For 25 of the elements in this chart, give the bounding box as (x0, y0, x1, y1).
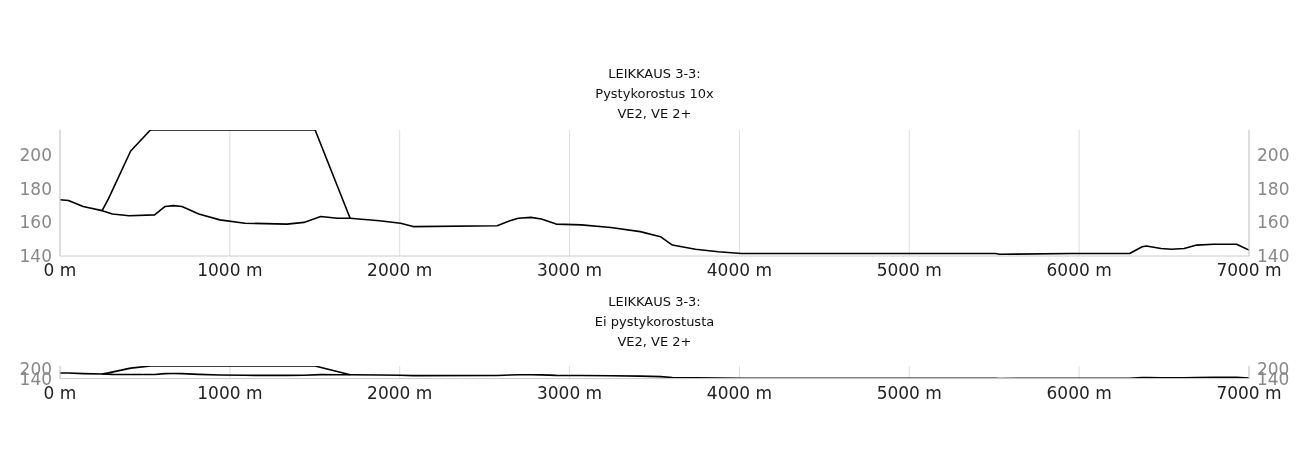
chart-title: LEIKKAUS 3-3: (607, 293, 702, 311)
chart-subtitle: Pystykorostus 10x (594, 85, 715, 103)
y-tick-label: 160 (19, 212, 52, 233)
y-tick-label: 200 (19, 145, 52, 166)
x-tick-label: 2000 m (367, 260, 433, 281)
chart-subtitle: Ei pystykorostusta (593, 313, 716, 331)
x-tick-label: 5000 m (876, 382, 942, 403)
text: VE2, VE 2+ (616, 105, 693, 123)
x-tick-label: 4000 m (706, 382, 773, 403)
x-tick-label: 1000 m (197, 260, 263, 281)
y2-tick-label: 200 (1257, 145, 1290, 166)
y2-tick-label: 140 (1257, 246, 1290, 267)
x-tick-label: 4000 m (706, 260, 773, 281)
x-tick-label: 1000 m (197, 382, 263, 403)
y2-tick-label: 180 (1257, 178, 1290, 199)
x-tick-label: 2000 m (367, 382, 433, 403)
chart-title: LEIKKAUS 3-3: (607, 65, 702, 83)
x-tick-label: 5000 m (876, 260, 942, 281)
x-tick-label: 3000 m (536, 260, 603, 281)
text: VE2, VE 2+ (616, 333, 693, 351)
y2-tick-label: 160 (1257, 212, 1290, 233)
x-tick-label: 3000 m (536, 382, 603, 403)
x-tick-label: 6000 m (1046, 260, 1112, 281)
y-tick-label: 180 (19, 178, 52, 199)
x-tick-label: 6000 m (1046, 382, 1112, 403)
